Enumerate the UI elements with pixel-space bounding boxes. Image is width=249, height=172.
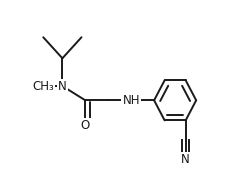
Text: N: N (181, 153, 190, 166)
Text: NH: NH (123, 94, 140, 107)
Text: O: O (81, 119, 90, 132)
Text: N: N (58, 79, 67, 93)
Text: CH₃: CH₃ (32, 79, 54, 93)
